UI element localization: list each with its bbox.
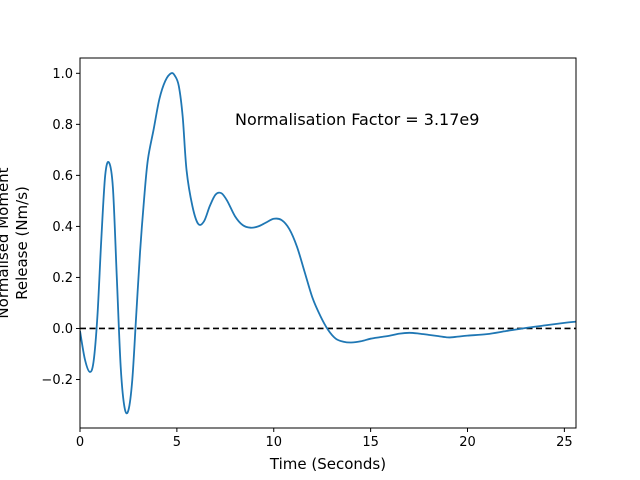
- y-axis-label: Normalised Moment Release (Nm/s): [0, 167, 31, 318]
- y-tick-label: 0.4: [52, 220, 73, 235]
- y-tick-label: −0.2: [41, 373, 73, 388]
- y-axis: −0.2 0.0 0.2 0.4 0.6 0.8 1.0: [41, 67, 80, 388]
- x-tick-label: 25: [556, 435, 573, 450]
- y-tick-label: 0.8: [52, 118, 73, 133]
- y-axis-label-line-1: Normalised Moment: [0, 167, 12, 318]
- x-tick-label: 10: [265, 435, 282, 450]
- x-tick-label: 0: [76, 435, 84, 450]
- x-axis: 0 5 10 15 20 25: [76, 428, 573, 450]
- plot-frame: [79, 57, 577, 429]
- x-tick-label: 15: [362, 435, 379, 450]
- x-tick-label: 5: [173, 435, 181, 450]
- y-axis-label-line-2: Release (Nm/s): [13, 186, 31, 300]
- plot-layer: [80, 72, 576, 415]
- x-axis-label: Time (Seconds): [269, 455, 386, 473]
- normalisation-annotation: Normalisation Factor = 3.17e9: [235, 110, 479, 129]
- y-tick-label: 0.2: [52, 271, 73, 286]
- y-tick-label: 0.0: [52, 322, 73, 337]
- x-tick-label: 20: [459, 435, 476, 450]
- y-tick-label: 0.6: [52, 169, 73, 184]
- series-line-0: [80, 72, 576, 415]
- y-tick-label: 1.0: [52, 67, 73, 82]
